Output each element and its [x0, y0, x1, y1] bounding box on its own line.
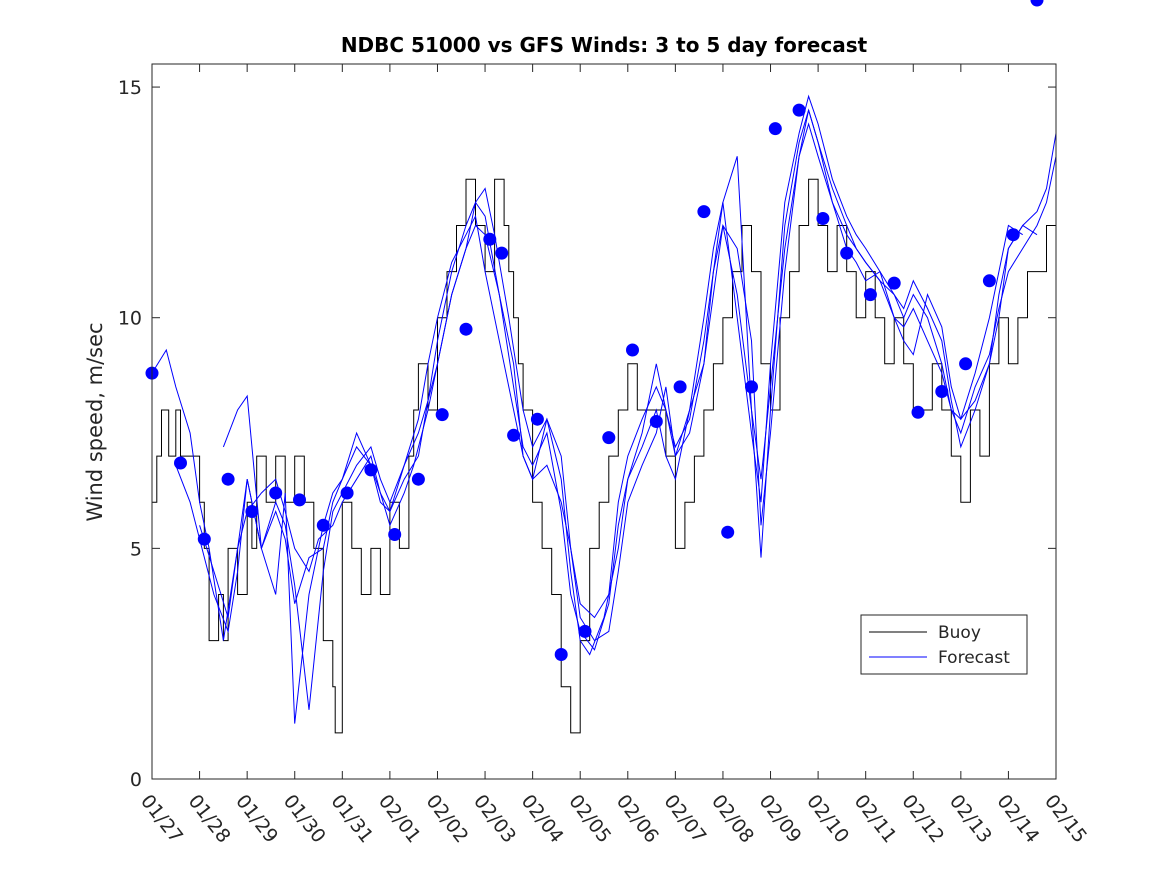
- forecast-marker: [245, 505, 259, 518]
- forecast-marker: [626, 343, 639, 357]
- forecast-marker: [459, 322, 473, 336]
- y-axis-label: Wind speed, m/sec: [83, 322, 107, 521]
- forecast-marker: [435, 408, 449, 422]
- forecast-marker: [530, 412, 544, 426]
- forecast-marker: [982, 274, 996, 288]
- y-tick-label: 10: [118, 308, 142, 330]
- forecast-marker: [388, 528, 402, 541]
- forecast-marker: [1006, 228, 1020, 242]
- forecast-marker: [673, 380, 687, 394]
- buoy-series-line: [152, 178, 1057, 734]
- forecast-marker: [197, 532, 211, 546]
- forecast-marker: [721, 525, 735, 539]
- forecast-marker: [316, 518, 330, 532]
- forecast-marker: [340, 486, 354, 500]
- forecast-marker: [293, 493, 306, 507]
- forecast-marker: [507, 428, 521, 442]
- forecast-marker: [935, 385, 949, 398]
- y-tick-label: 15: [118, 77, 142, 99]
- forecast-marker: [269, 486, 283, 500]
- forecast-marker: [959, 357, 973, 371]
- forecast-marker: [221, 472, 235, 486]
- forecast-marker: [745, 380, 758, 394]
- chart-title: NDBC 51000 vs GFS Winds: 3 to 5 day fore…: [341, 33, 868, 57]
- forecast-marker: [602, 431, 616, 445]
- forecast-marker: [649, 415, 663, 428]
- plot-frame: [151, 63, 1057, 780]
- forecast-marker: [174, 456, 187, 470]
- legend-label-forecast: Forecast: [938, 648, 1010, 668]
- forecast-marker: [887, 276, 901, 290]
- forecast-marker: [1030, 0, 1044, 7]
- forecast-series-line-1: [175, 94, 1038, 710]
- forecast-marker: [495, 246, 509, 260]
- y-tick-label: 0: [130, 769, 142, 791]
- legend-label-buoy: Buoy: [938, 623, 981, 643]
- forecast-marker: [411, 472, 425, 486]
- forecast-marker: [816, 212, 830, 225]
- legend-box: [860, 614, 1028, 675]
- forecast-marker: [863, 288, 877, 302]
- forecast-marker: [911, 405, 925, 419]
- forecast-marker: [364, 463, 378, 477]
- forecast-marker: [768, 122, 782, 136]
- forecast-marker: [792, 103, 806, 117]
- y-tick-label: 5: [130, 538, 142, 560]
- forecast-marker: [554, 648, 568, 661]
- forecast-marker: [578, 624, 592, 638]
- forecast-series-line-3: [222, 108, 1023, 619]
- legend: Buoy Forecast: [860, 614, 1028, 675]
- forecast-marker: [840, 246, 854, 260]
- forecast-marker: [483, 232, 497, 246]
- forecast-marker: [697, 205, 711, 219]
